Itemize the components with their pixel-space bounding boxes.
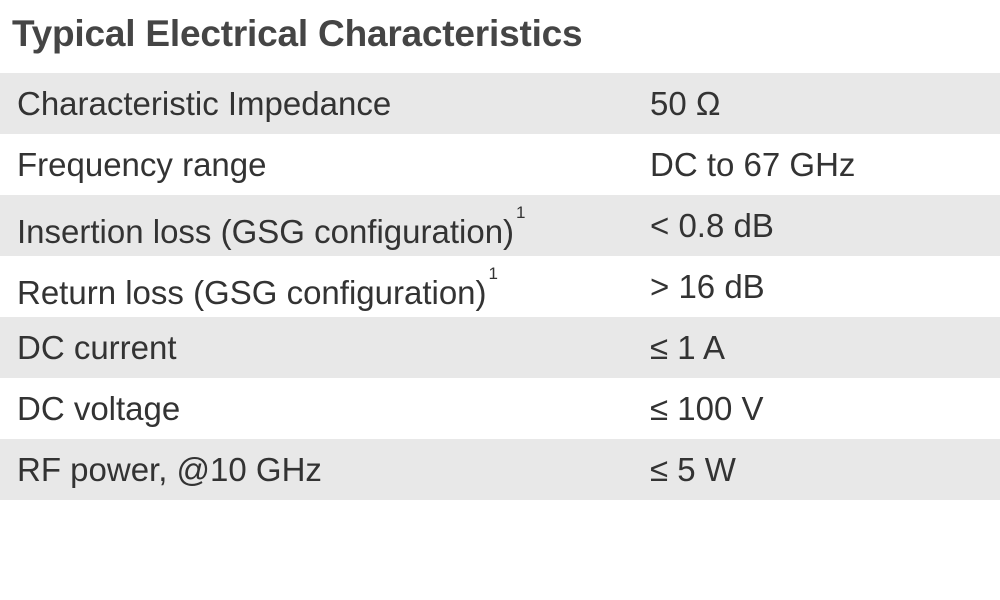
row-label-text: DC voltage — [17, 390, 181, 427]
row-label-text: DC current — [17, 329, 177, 366]
row-label-text: RF power, @10 GHz — [17, 451, 322, 488]
table-row: RF power, @10 GHz ≤ 5 W — [0, 439, 1000, 500]
row-label: RF power, @10 GHz — [17, 439, 322, 500]
row-label-text: Characteristic Impedance — [17, 85, 392, 122]
row-value: < 0.8 dB — [650, 207, 774, 244]
row-label: Return loss (GSG configuration)1 — [17, 256, 498, 323]
row-label: DC current — [17, 317, 177, 378]
row-value: ≤ 5 W — [650, 451, 736, 488]
footnote-marker: 1 — [516, 203, 526, 222]
row-label: Characteristic Impedance — [17, 73, 391, 134]
row-value: ≤ 1 A — [650, 329, 725, 366]
page-title: Typical Electrical Characteristics — [12, 13, 583, 54]
row-label-text: Insertion loss (GSG configuration) — [17, 213, 515, 250]
row-value: > 16 dB — [650, 268, 765, 305]
table-row: Frequency range DC to 67 GHz — [0, 134, 1000, 195]
row-label-text: Return loss (GSG configuration) — [17, 274, 487, 311]
table-row: Insertion loss (GSG configuration)1 < 0.… — [0, 195, 1000, 256]
row-label-text: Frequency range — [17, 146, 267, 183]
row-label: Insertion loss (GSG configuration)1 — [17, 195, 526, 262]
spec-table: Characteristic Impedance 50 Ω Frequency … — [0, 73, 1000, 500]
table-row: DC current ≤ 1 A — [0, 317, 1000, 378]
row-label: DC voltage — [17, 378, 180, 439]
footnote-marker: 1 — [488, 264, 498, 283]
table-row: DC voltage ≤ 100 V — [0, 378, 1000, 439]
row-value: 50 Ω — [650, 85, 721, 122]
row-value: ≤ 100 V — [650, 390, 764, 427]
table-row: Return loss (GSG configuration)1 > 16 dB — [0, 256, 1000, 317]
row-label: Frequency range — [17, 134, 266, 195]
row-value: DC to 67 GHz — [650, 146, 856, 183]
table-row: Characteristic Impedance 50 Ω — [0, 73, 1000, 134]
